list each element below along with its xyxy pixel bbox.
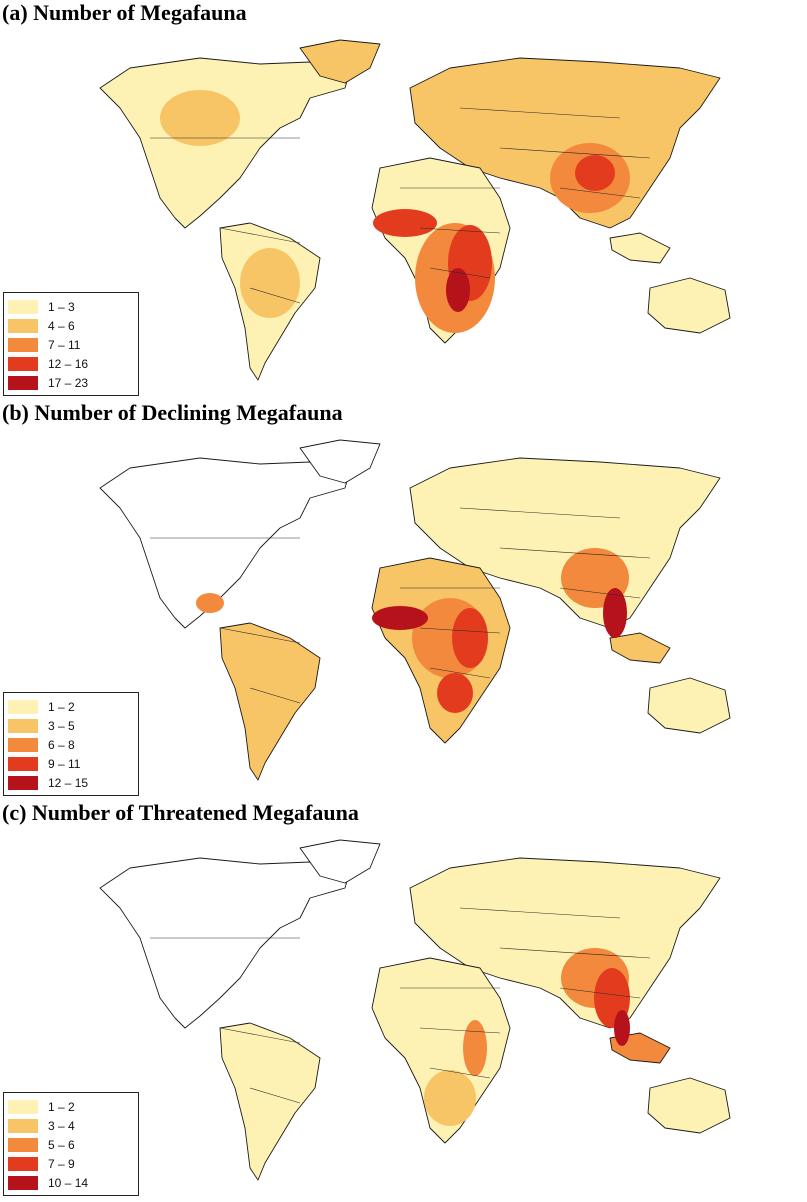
panel-title: (c) Number of Threatened Megafauna [2, 800, 359, 825]
south-america [219, 1022, 321, 1181]
country-borders [150, 907, 651, 1104]
legend-item: 6 – 8 [8, 735, 130, 754]
legend-swatch [8, 318, 38, 333]
southeast-asia-islands [609, 232, 671, 264]
hotspot-himalaya [575, 155, 615, 191]
country-borders [150, 507, 651, 704]
legend-item: 12 – 15 [8, 773, 130, 792]
legend-swatch [8, 1099, 38, 1114]
world-map [99, 439, 731, 781]
legend-label: 12 – 16 [48, 356, 89, 371]
land-base [99, 839, 731, 1181]
panel-title: (b) Number of Declining Megafauna [2, 400, 343, 425]
hotspot-indochina [603, 588, 627, 638]
legend-label: 7 – 9 [48, 1156, 75, 1171]
hotspot-north-america [160, 90, 240, 146]
panel-megafauna: (a) Number of Megafauna 1 – 3 [0, 2, 807, 402]
legend-label: 7 – 11 [48, 337, 81, 352]
hotspot-east-africa [452, 608, 488, 668]
legend-label: 1 – 3 [48, 299, 75, 314]
legend-item: 7 – 11 [8, 335, 130, 354]
legend-label: 6 – 8 [48, 737, 75, 752]
legend-item: 10 – 14 [8, 1173, 130, 1192]
southeast-asia-islands [609, 632, 671, 664]
legend-item: 9 – 11 [8, 754, 130, 773]
richness-hotspots [424, 948, 630, 1126]
legend-swatch [8, 337, 38, 352]
legend-label: 12 – 15 [48, 775, 89, 790]
legend-swatch [8, 1137, 38, 1152]
north-america [99, 57, 351, 229]
greenland [299, 439, 381, 484]
legend-item: 3 – 4 [8, 1116, 130, 1135]
legend-label: 4 – 6 [48, 318, 75, 333]
legend-label: 5 – 6 [48, 1137, 75, 1152]
legend-item: 5 – 6 [8, 1135, 130, 1154]
legend: 1 – 2 3 – 5 6 – 8 9 – 11 12 – 15 [3, 692, 139, 796]
border-lines [150, 107, 651, 304]
border-lines [150, 507, 651, 704]
panel-title: (a) Number of Megafauna [2, 0, 247, 25]
legend-item: 3 – 5 [8, 716, 130, 735]
panel-threatened-megafauna: (c) Number of Threatened Megafauna 1 – 2 [0, 802, 807, 1202]
legend-label: 17 – 23 [48, 375, 89, 390]
north-america [99, 857, 351, 1029]
legend-item: 17 – 23 [8, 373, 130, 392]
legend-swatch [8, 756, 38, 771]
australia [647, 1077, 731, 1134]
legend-swatch [8, 699, 38, 714]
panel-declining-megafauna: (b) Number of Declining Megafauna 1 – [0, 402, 807, 802]
border-lines [150, 907, 651, 1104]
greenland [299, 39, 381, 84]
legend-label: 1 – 2 [48, 699, 75, 714]
hotspot-east-africa [463, 1020, 487, 1076]
hotspot-africa-core [446, 268, 470, 312]
legend-item: 12 – 16 [8, 354, 130, 373]
legend-label: 1 – 2 [48, 1099, 75, 1114]
legend-label: 3 – 5 [48, 718, 75, 733]
legend-label: 9 – 11 [48, 756, 81, 771]
legend-label: 10 – 14 [48, 1175, 89, 1190]
hotspot-southern-africa [437, 673, 473, 713]
legend-swatch [8, 775, 38, 790]
legend-swatch [8, 718, 38, 733]
legend-swatch [8, 356, 38, 371]
legend-item: 7 – 9 [8, 1154, 130, 1173]
hotspot-west-africa [373, 209, 437, 237]
legend-swatch [8, 375, 38, 390]
richness-hotspots [196, 548, 629, 713]
country-borders [150, 107, 651, 304]
legend-swatch [8, 1175, 38, 1190]
hotspot-central-america [196, 593, 224, 613]
legend-item: 4 – 6 [8, 316, 130, 335]
south-america [219, 622, 321, 781]
legend-item: 1 – 3 [8, 297, 130, 316]
hotspot-south-america [240, 248, 300, 318]
legend-swatch [8, 299, 38, 314]
hotspot-southern-africa [424, 1070, 476, 1126]
world-map [99, 839, 731, 1181]
north-america [99, 457, 351, 629]
legend-swatch [8, 737, 38, 752]
australia [647, 277, 731, 334]
world-map [99, 39, 731, 381]
legend-label: 3 – 4 [48, 1118, 75, 1133]
legend-swatch [8, 1156, 38, 1171]
hotspot-west-africa [372, 606, 428, 630]
legend-item: 1 – 2 [8, 697, 130, 716]
legend: 1 – 3 4 – 6 7 – 11 12 – 16 17 – 23 [3, 292, 139, 396]
australia [647, 677, 731, 734]
legend-swatch [8, 1118, 38, 1133]
legend-item: 1 – 2 [8, 1097, 130, 1116]
hotspot-malay-peninsula [614, 1010, 630, 1046]
legend: 1 – 2 3 – 4 5 – 6 7 – 9 10 – 14 [3, 1092, 139, 1196]
greenland [299, 839, 381, 884]
richness-hotspots [160, 90, 630, 333]
